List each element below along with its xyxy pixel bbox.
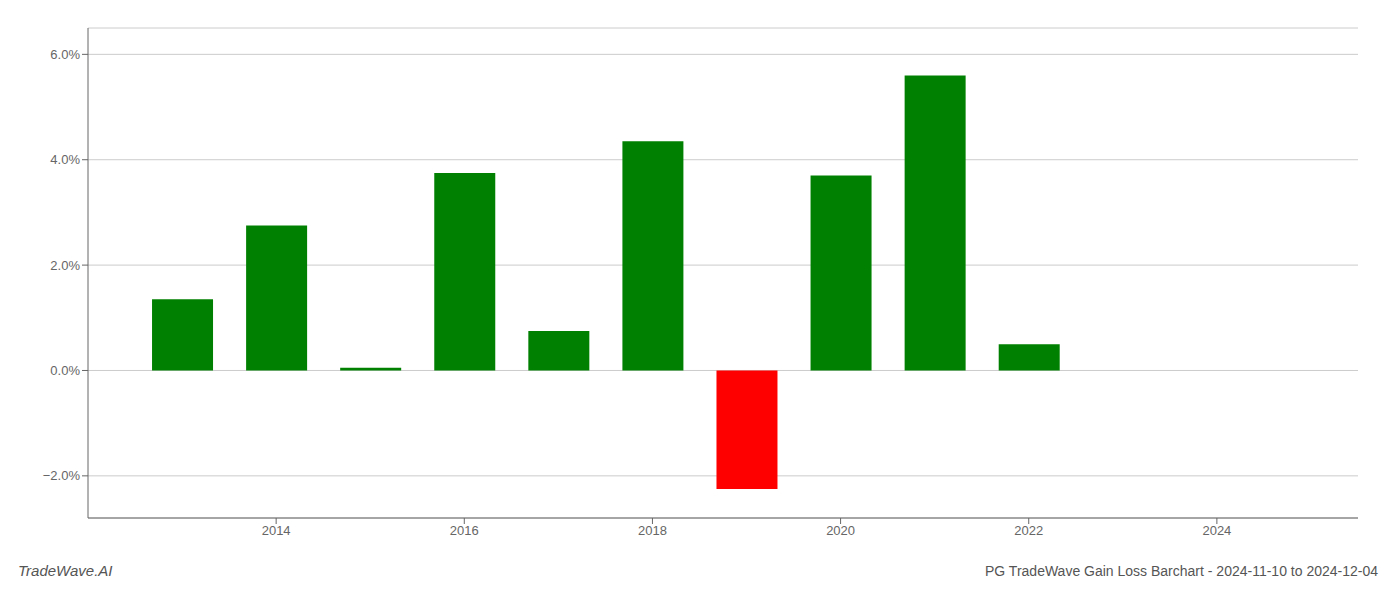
svg-text:2016: 2016 bbox=[450, 523, 479, 538]
svg-text:2024: 2024 bbox=[1202, 523, 1231, 538]
svg-text:2020: 2020 bbox=[826, 523, 855, 538]
html-text:PG TradeWave Gain Loss Barchar: PG TradeWave Gain Loss Barchart - 2024-1… bbox=[985, 563, 1378, 579]
svg-text:6.0%: 6.0% bbox=[50, 47, 80, 62]
svg-text:2.0%: 2.0% bbox=[50, 258, 80, 273]
svg-text:0.0%: 0.0% bbox=[50, 363, 80, 378]
svg-text:−2.0%: −2.0% bbox=[43, 468, 81, 483]
svg-text:2018: 2018 bbox=[638, 523, 667, 538]
svg-text:4.0%: 4.0% bbox=[50, 152, 80, 167]
svg-text:2014: 2014 bbox=[262, 523, 291, 538]
svg-text:2022: 2022 bbox=[1014, 523, 1043, 538]
html-text:TradeWave.AI: TradeWave.AI bbox=[18, 562, 113, 579]
